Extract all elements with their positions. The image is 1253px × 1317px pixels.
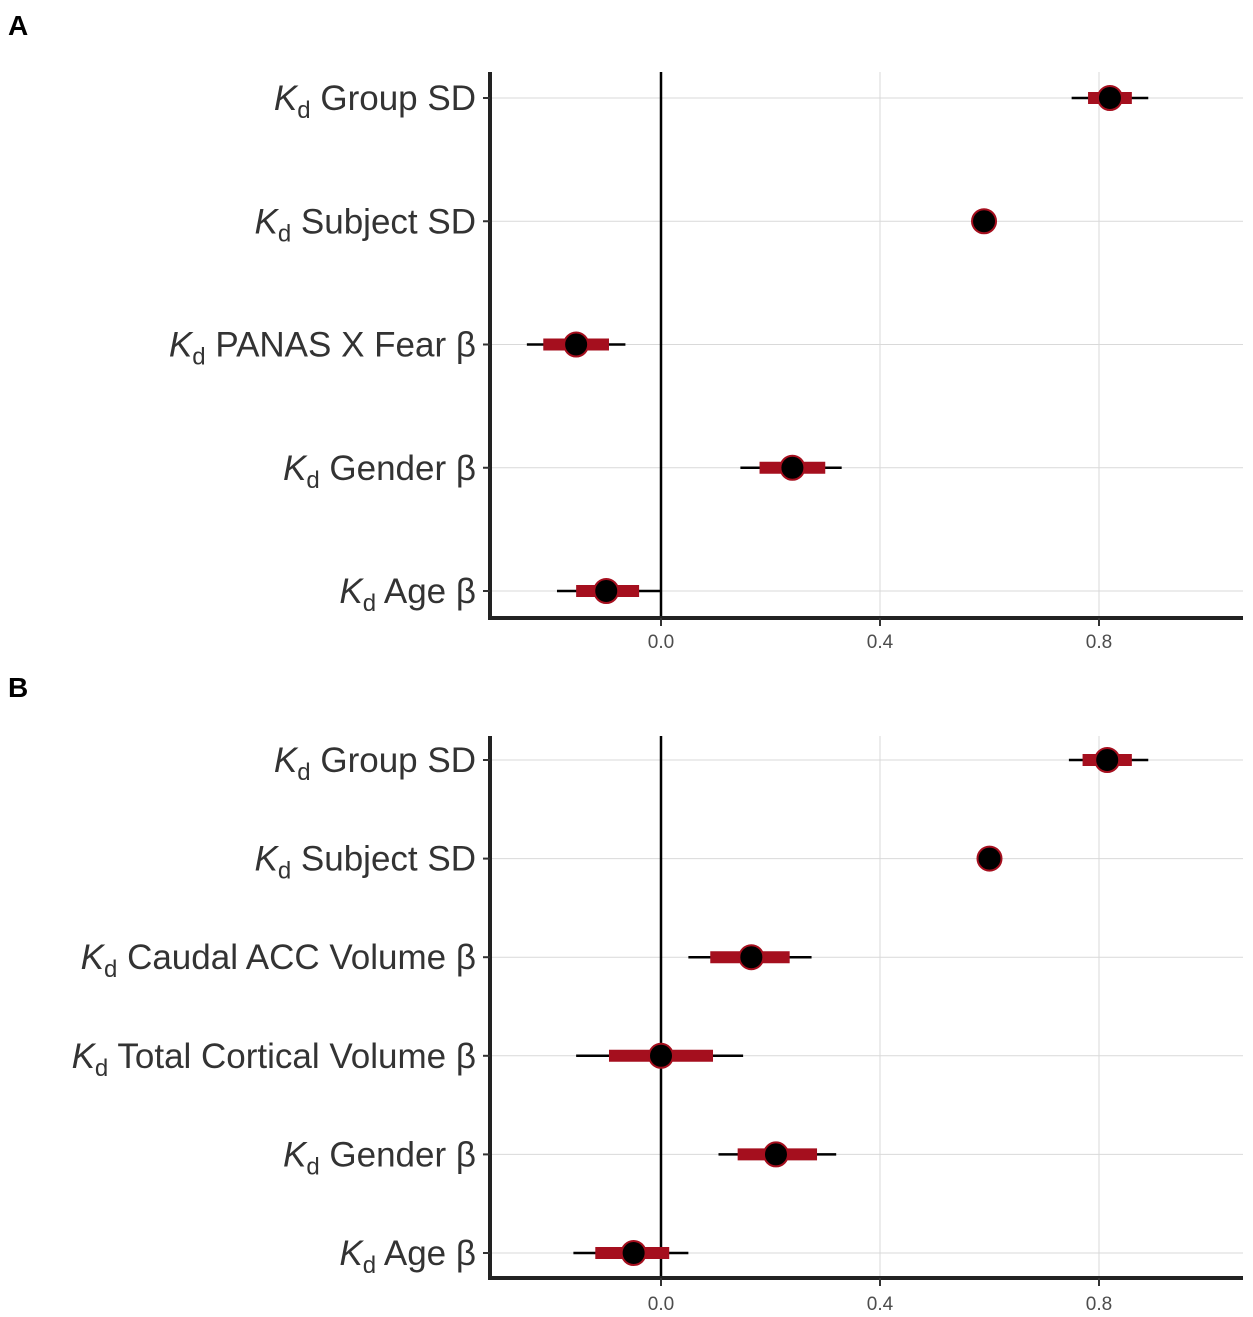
point-estimate [620, 1240, 647, 1266]
category-label: Kd Gender β [283, 1135, 476, 1180]
category-label: Kd Caudal ACC Volume β [81, 938, 476, 983]
category-label: Kd PANAS X Fear β [169, 326, 476, 371]
point-estimate [1096, 85, 1123, 111]
x-tick-label: 0.0 [648, 632, 674, 653]
category-label: Kd Subject SD [254, 840, 476, 885]
point-estimate [593, 578, 620, 604]
category-label: Kd Gender β [283, 449, 476, 494]
category-label: Kd Group SD [274, 79, 476, 124]
point-estimate [976, 845, 1003, 872]
panel-b: B Kd Group SD Kd Subject SD Kd Caudal ACC … [8, 672, 1243, 1315]
point-estimate [762, 1141, 789, 1168]
category-label: Kd Age β [339, 1234, 476, 1279]
category-label: Kd Total Cortical Volume β [72, 1037, 476, 1082]
x-tick-label: 0.4 [867, 632, 894, 653]
point-estimate [648, 1042, 674, 1069]
x-tick-label: 0.8 [1086, 632, 1112, 653]
point-estimate [738, 944, 765, 971]
point-estimate [779, 454, 806, 481]
x-tick-label: 0.4 [867, 1294, 894, 1315]
panel-a: A Kd Group SD Kd Subject SD Kd PANAS X Fea… [8, 10, 1243, 653]
point-estimate [971, 208, 998, 235]
panel-a-letter: A [8, 10, 28, 41]
category-label: Kd Group SD [274, 741, 476, 786]
point-estimate [563, 331, 590, 358]
category-label: Kd Age β [339, 572, 476, 617]
category-label: Kd Subject SD [254, 202, 476, 247]
point-estimate [1094, 747, 1121, 773]
x-tick-label: 0.8 [1086, 1294, 1112, 1315]
panel-b-letter: B [8, 672, 28, 703]
x-tick-label: 0.0 [648, 1294, 674, 1315]
